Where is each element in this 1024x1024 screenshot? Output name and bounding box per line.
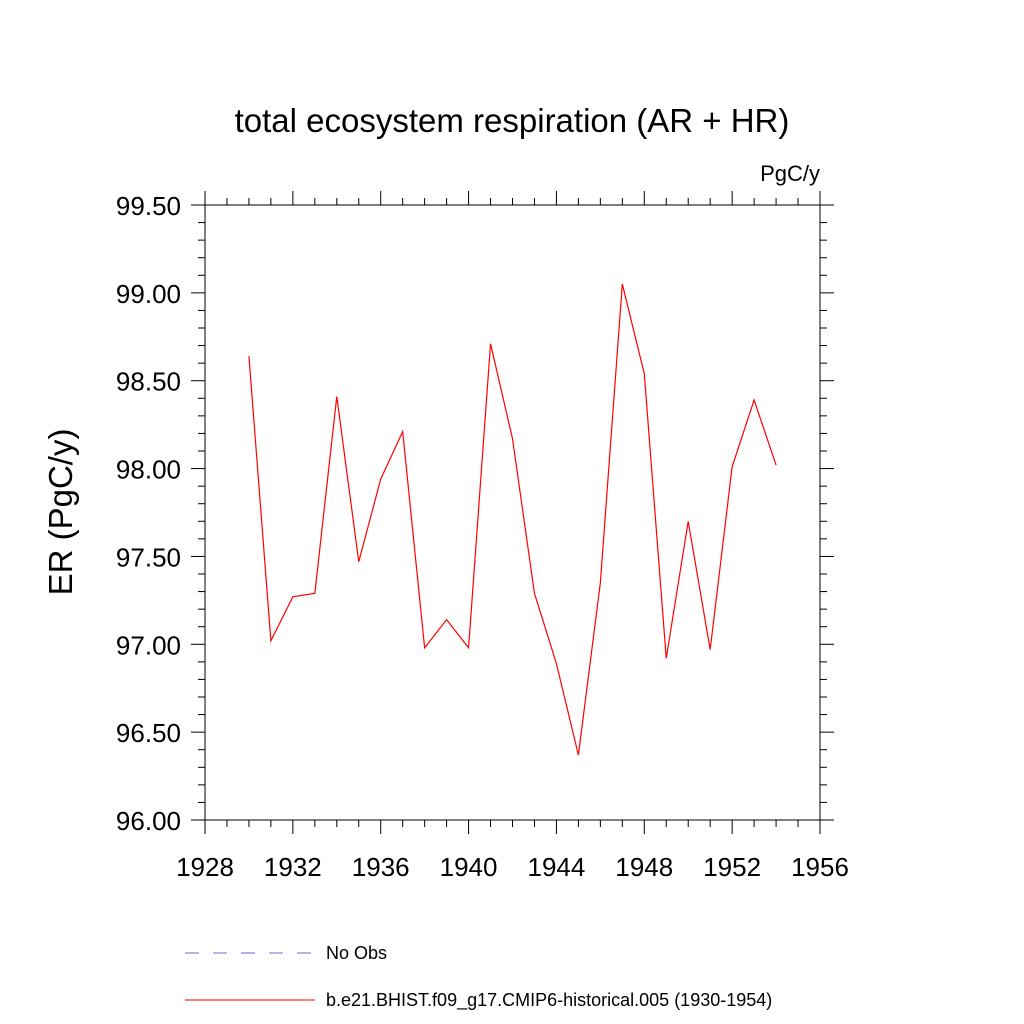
x-tick-label: 1952 [703, 852, 761, 882]
data-point [292, 596, 294, 598]
data-point [336, 396, 338, 398]
legend-label-historical: b.e21.BHIST.f09_g17.CMIP6-historical.005… [326, 990, 772, 1011]
y-tick-label: 96.00 [116, 806, 181, 836]
data-point [314, 592, 316, 594]
x-tick-label: 1944 [528, 852, 586, 882]
x-tick-label: 1932 [264, 852, 322, 882]
data-point [402, 431, 404, 433]
data-point [665, 657, 667, 659]
units-label: PgC/y [760, 161, 820, 186]
data-point [709, 649, 711, 651]
x-tick-label: 1940 [440, 852, 498, 882]
data-point [687, 520, 689, 522]
x-tick-label: 1928 [176, 852, 234, 882]
data-point [358, 561, 360, 563]
legend-label-no-obs: No Obs [326, 943, 387, 963]
y-tick-label: 98.50 [116, 367, 181, 397]
data-point [512, 438, 514, 440]
series-layer [248, 283, 777, 756]
data-point [775, 464, 777, 466]
data-point [577, 754, 579, 756]
data-point [270, 640, 272, 642]
data-point [248, 355, 250, 357]
x-tick-label: 1956 [791, 852, 849, 882]
data-point [468, 647, 470, 649]
plot-frame [204, 204, 821, 821]
x-tick-label: 1948 [615, 852, 673, 882]
data-point [533, 592, 535, 594]
y-axis-label: ER (PgC/y) [42, 429, 79, 596]
data-point [424, 647, 426, 649]
data-point [490, 343, 492, 345]
x-tick-label: 1936 [352, 852, 410, 882]
data-point [621, 283, 623, 285]
legend: No Obs b.e21.BHIST.f09_g17.CMIP6-histori… [185, 943, 772, 1011]
data-point [643, 373, 645, 375]
y-tick-label: 98.00 [116, 455, 181, 485]
axis-ticks [191, 191, 834, 834]
data-point [731, 466, 733, 468]
data-point [555, 663, 557, 665]
y-tick-label: 97.00 [116, 630, 181, 660]
y-tick-label: 97.50 [116, 542, 181, 572]
y-tick-label: 96.50 [116, 718, 181, 748]
data-point [599, 582, 601, 584]
y-tick-label: 99.00 [116, 279, 181, 309]
data-point [380, 478, 382, 480]
y-tick-label: 99.50 [116, 191, 181, 221]
axis-tick-labels: 1928 1932 1936 1940 1944 1948 1952 1956 96.00 96.… [116, 191, 849, 882]
data-point [446, 619, 448, 621]
data-point [753, 399, 755, 401]
chart-title: total ecosystem respiration (AR + HR) [235, 102, 790, 139]
series-line [248, 283, 777, 756]
